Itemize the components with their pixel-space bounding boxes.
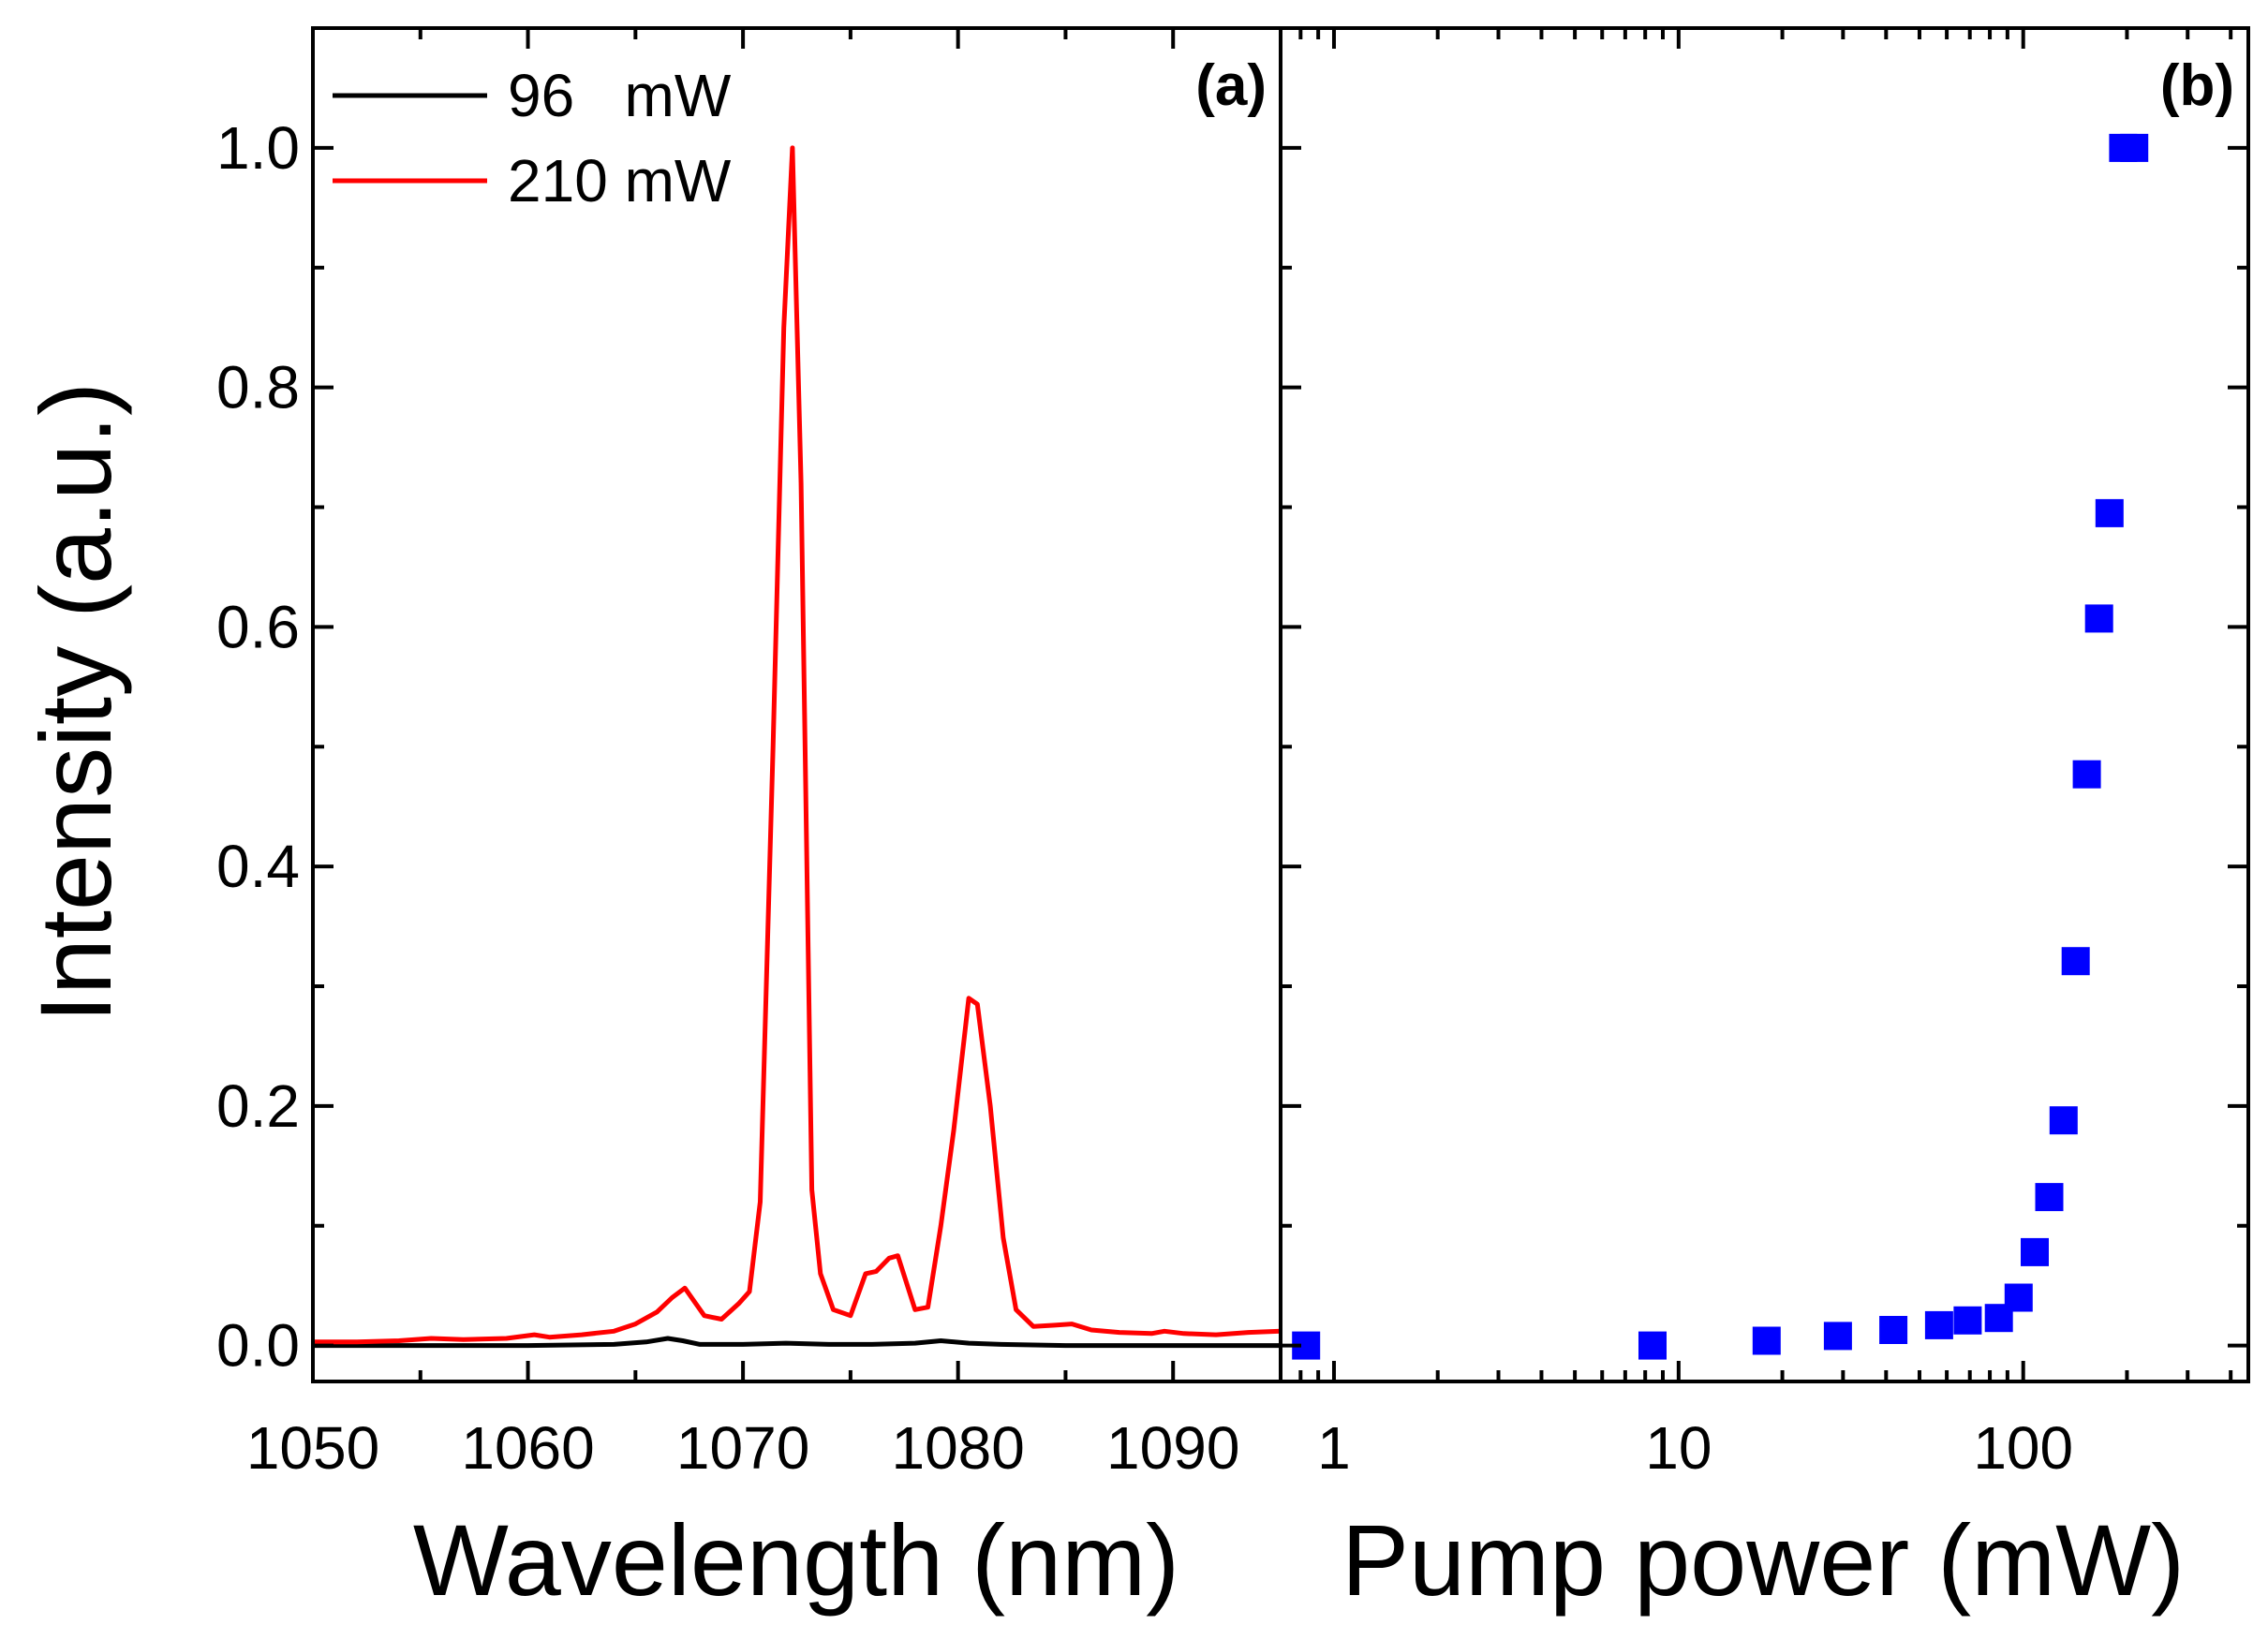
y-tick-label: 0.0	[216, 1312, 300, 1380]
x-tick-label-a: 1090	[1106, 1414, 1239, 1482]
legend-label-210mw: 210 mW	[508, 147, 732, 214]
data-point	[2084, 604, 2113, 633]
x-tick-label-a: 1050	[246, 1414, 379, 1482]
series-line-96mw	[313, 1336, 1281, 1349]
data-point	[1879, 1316, 1908, 1344]
panel-b-xtick-labels: 1 10 100	[1317, 1414, 2073, 1482]
x-tick-label-b: 10	[1645, 1414, 1712, 1482]
panel-a-series-layer	[313, 145, 1282, 1349]
panel-b-frame	[1279, 26, 2250, 1383]
data-point	[1638, 1331, 1667, 1360]
panel-a-xtick-labels: 1050 1060 1070 1080 1090	[246, 1414, 1240, 1482]
panel-b-ticks	[1279, 28, 2248, 1381]
x-axis-title-a: Wavelength (nm)	[413, 1503, 1179, 1617]
data-point	[1752, 1326, 1781, 1355]
y-tick-label: 0.8	[216, 354, 300, 421]
data-point	[1953, 1306, 1982, 1335]
series-line-210mw	[313, 145, 1282, 1345]
x-tick-label-a: 1070	[676, 1414, 809, 1482]
y-tick-label: 0.6	[216, 593, 300, 660]
panel-b-label: (b)	[2160, 53, 2234, 118]
data-point	[2021, 1237, 2049, 1266]
panel-a-label: (a)	[1195, 53, 1267, 118]
x-tick-label-a: 1080	[891, 1414, 1024, 1482]
panel-a-ytick-labels: 0.0 0.2 0.4 0.6 0.8 1.0	[216, 114, 300, 1380]
x-axis-title-b: Pump power (mW)	[1342, 1503, 2185, 1617]
panel-a: 0.00.20.40.60.81.0 1050 1060 1070 1080 1090 …	[19, 26, 1282, 1617]
data-point	[2061, 947, 2090, 976]
data-point	[2049, 1106, 2078, 1135]
data-point	[1924, 1310, 1953, 1339]
x-tick-label-b: 1	[1317, 1414, 1351, 1482]
x-tick-label-a: 1060	[461, 1414, 594, 1482]
y-axis-title: Intensity (a.u.)	[19, 382, 132, 1023]
data-point	[2120, 133, 2149, 162]
x-tick-label-b: 100	[1973, 1414, 2073, 1482]
panel-a-ticks	[311, 28, 1282, 1381]
legend: 96 mW 210 mW	[333, 62, 732, 214]
data-point	[2035, 1183, 2064, 1212]
panel-b: 1 10 100 (b) Pump power (mW)	[1279, 26, 2250, 1617]
data-point	[2095, 498, 2124, 527]
data-point	[1823, 1322, 1852, 1351]
panel-b-series-layer	[1292, 133, 2149, 1360]
y-tick-label: 0.4	[216, 833, 300, 900]
data-point	[2072, 760, 2101, 789]
y-tick-label: 0.2	[216, 1072, 300, 1140]
data-point	[2004, 1283, 2033, 1312]
legend-label-96mw: 96 mW	[508, 62, 732, 129]
y-tick-label: 1.0	[216, 114, 300, 182]
